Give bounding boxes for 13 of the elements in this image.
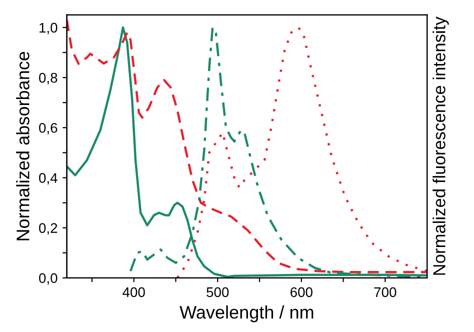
x-axis-title: Wavelength / nm	[180, 305, 314, 322]
x-tick-label: 500	[206, 287, 229, 298]
y-tick-label: 0,4	[39, 173, 58, 185]
x-tick-label: 700	[374, 287, 396, 298]
y-axis-title: Normalized absorbance	[16, 52, 30, 240]
x-tick-label: 400	[122, 287, 145, 298]
y-tick-label: 0,6	[39, 122, 58, 134]
y-tick-label: 0,8	[39, 72, 58, 84]
y-tick-label: 0,2	[39, 223, 58, 235]
y-tick-label: 0,0	[39, 273, 58, 285]
y-tick-label: 1,0	[40, 22, 58, 34]
y2-axis-title: Normalized fluorescence intensity	[432, 16, 449, 275]
x-tick-label: 600	[290, 287, 312, 298]
